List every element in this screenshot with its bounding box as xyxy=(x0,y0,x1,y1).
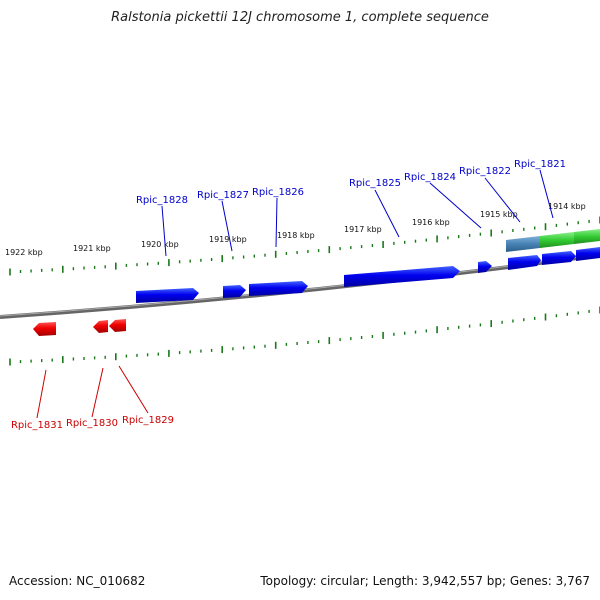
label-rpic-1828: Rpic_1828 xyxy=(136,195,188,206)
leader-rpic-1830 xyxy=(91,367,104,418)
label-rpic-1821: Rpic_1821 xyxy=(514,159,566,170)
label-rpic-1825: Rpic_1825 xyxy=(349,178,401,189)
gene-rpic-1822[interactable] xyxy=(508,255,541,270)
forward-genes xyxy=(136,247,600,303)
label-rpic-1824: Rpic_1824 xyxy=(404,172,456,183)
ruler-label-1920: 1920 kbp xyxy=(141,240,179,249)
map-title: Ralstonia pickettii 12J chromosome 1, co… xyxy=(111,10,489,25)
leader-rpic-1825 xyxy=(374,189,400,238)
label-rpic-1831: Rpic_1831 xyxy=(11,420,63,431)
ruler-label-1918: 1918 kbp xyxy=(277,231,315,240)
gene-rpic-1827[interactable] xyxy=(223,285,246,298)
leader-rpic-1829 xyxy=(118,365,149,414)
ruler-label-1921: 1921 kbp xyxy=(73,244,111,253)
feature-green-block-2[interactable] xyxy=(574,229,600,244)
leader-rpic-1821 xyxy=(539,169,554,219)
gene-rpic-1821[interactable] xyxy=(542,251,576,265)
gene-rpic-1830[interactable] xyxy=(93,320,108,333)
ruler-label-1914: 1914 kbp xyxy=(548,202,586,211)
label-leaders-top xyxy=(161,169,554,257)
feature-steel-block[interactable] xyxy=(506,236,540,252)
leader-rpic-1824 xyxy=(429,182,482,229)
leader-rpic-1822 xyxy=(484,177,521,223)
leader-rpic-1828 xyxy=(161,205,167,257)
label-rpic-1829: Rpic_1829 xyxy=(122,415,174,426)
label-rpic-1826: Rpic_1826 xyxy=(252,187,304,198)
ruler-label-1919: 1919 kbp xyxy=(209,235,247,244)
reverse-genes xyxy=(33,319,126,336)
rna-features xyxy=(506,229,600,252)
accession-text: Accession: NC_010682 xyxy=(9,574,146,588)
summary-text: Topology: circular; Length: 3,942,557 bp… xyxy=(260,574,590,588)
feature-green-block-1[interactable] xyxy=(540,232,574,248)
label-rpic-1822: Rpic_1822 xyxy=(459,166,511,177)
leader-rpic-1827 xyxy=(221,200,233,252)
ruler-label-1917: 1917 kbp xyxy=(344,225,382,234)
ruler-label-1916: 1916 kbp xyxy=(412,218,450,227)
label-rpic-1830: Rpic_1830 xyxy=(66,418,118,429)
ruler-ticks-bottom xyxy=(9,306,600,366)
gene-rpic-1828[interactable] xyxy=(136,288,199,303)
ruler-label-1922: 1922 kbp xyxy=(5,248,43,257)
leader-rpic-1826 xyxy=(275,197,278,248)
label-rpic-1827: Rpic_1827 xyxy=(197,190,249,201)
label-leaders-bottom xyxy=(36,365,149,419)
ruler-label-1915: 1915 kbp xyxy=(480,210,518,219)
gene-rpic-1826[interactable] xyxy=(249,281,308,296)
gene-rpic-1829[interactable] xyxy=(109,319,126,332)
gene-rpic-1820[interactable] xyxy=(576,247,600,261)
gene-rpic-1824[interactable] xyxy=(478,261,492,273)
gene-rpic-1831[interactable] xyxy=(33,322,56,336)
ruler-ticks-top xyxy=(9,216,600,276)
gene-rpic-1825[interactable] xyxy=(344,266,460,287)
leader-rpic-1831 xyxy=(36,369,47,419)
